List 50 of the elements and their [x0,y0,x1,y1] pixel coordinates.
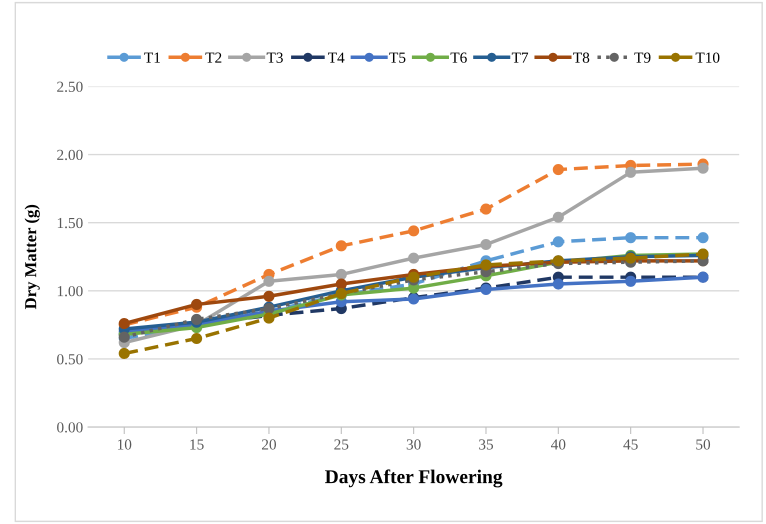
point [263,290,275,302]
point [263,312,275,324]
point [408,252,420,264]
point [336,278,347,290]
point [625,166,636,178]
legend-label: T10 [696,52,720,63]
y-tick-label: 1.00 [58,286,83,296]
x-tick-label: 15 [190,439,204,450]
y-tick-label: 0.50 [57,354,83,364]
point [625,276,636,287]
point [191,298,202,310]
legend-label: T6 [450,52,467,63]
x-tick-label: 45 [623,439,638,450]
y-tick-label: 2.00 [57,150,83,160]
point [263,276,275,287]
x-tick-label: 30 [406,439,421,450]
y-tick-label: 2.50 [57,82,83,92]
point [408,225,420,236]
point [118,348,130,360]
x-tick-label: 20 [262,439,276,450]
legend-label: T8 [573,52,590,63]
point [336,240,347,252]
x-tick-label: 40 [550,439,566,450]
point [191,332,202,344]
point [552,278,564,290]
legend-label: T5 [389,52,406,63]
point [336,268,347,280]
point [191,314,202,325]
point [480,238,492,250]
legend-label: T7 [512,52,528,63]
point [697,162,709,174]
x-tick-label: 50 [696,439,710,450]
point [552,212,564,223]
point [697,232,709,244]
point [552,164,564,176]
y-tick-label: 1.50 [58,218,83,228]
point [625,232,636,244]
x-tick-label: 25 [334,439,348,450]
legend-label: T2 [205,52,222,63]
y-tick-label: 0.00 [57,422,83,433]
point [480,204,492,215]
x-tick-label: 35 [479,439,494,450]
legend-label: T1 [144,52,160,63]
legend-label: T4 [328,52,344,63]
legend-label: T9 [634,52,650,63]
legend-label: T3 [266,52,283,63]
x-axis-title: Days After Flowering [325,469,502,488]
x-tick-label: 10 [118,439,132,450]
point [552,236,564,248]
y-axis-title: Dry Matter (g) [24,204,40,310]
